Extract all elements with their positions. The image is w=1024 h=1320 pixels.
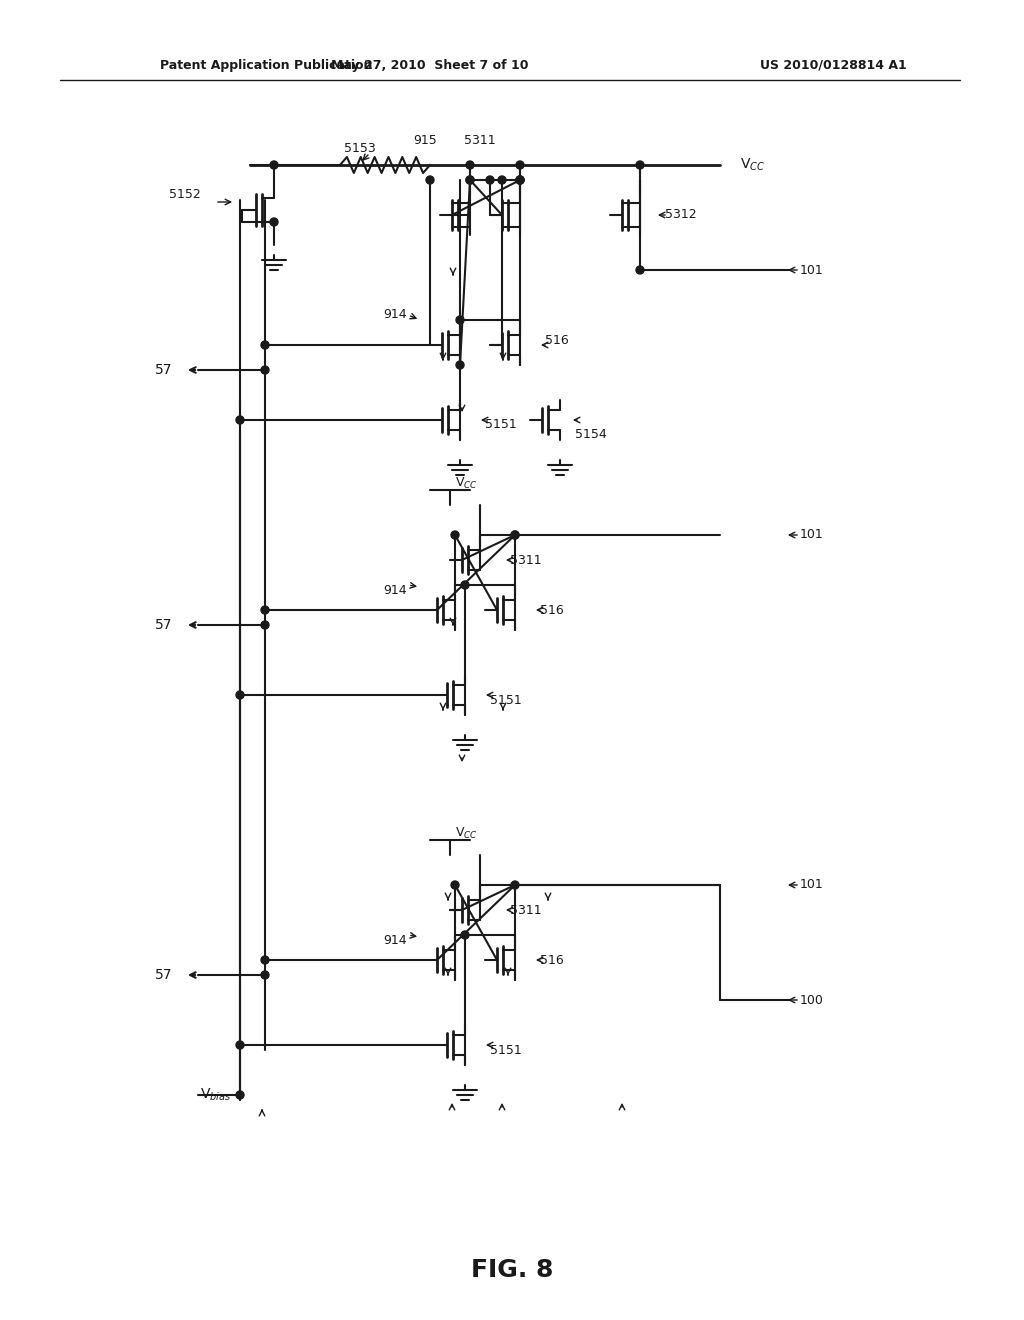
Circle shape	[516, 176, 524, 183]
Text: 914: 914	[383, 933, 407, 946]
Circle shape	[236, 1041, 244, 1049]
Circle shape	[426, 176, 434, 183]
Circle shape	[466, 176, 474, 183]
Circle shape	[516, 176, 524, 183]
Circle shape	[456, 360, 464, 370]
Text: 5311: 5311	[510, 553, 542, 566]
Text: 5311: 5311	[510, 903, 542, 916]
Circle shape	[261, 956, 269, 964]
Text: 915: 915	[413, 133, 437, 147]
Text: 57: 57	[155, 618, 172, 632]
Circle shape	[261, 341, 269, 348]
Circle shape	[511, 880, 519, 888]
Text: Patent Application Publication: Patent Application Publication	[160, 58, 373, 71]
Circle shape	[270, 218, 278, 226]
Text: 57: 57	[155, 968, 172, 982]
Circle shape	[461, 581, 469, 589]
Circle shape	[261, 366, 269, 374]
Circle shape	[511, 531, 519, 539]
Text: 5152: 5152	[169, 189, 201, 202]
Circle shape	[511, 531, 519, 539]
Text: 5151: 5151	[490, 693, 522, 706]
Text: 516: 516	[545, 334, 568, 346]
Text: 914: 914	[383, 583, 407, 597]
Circle shape	[261, 972, 269, 979]
Text: 914: 914	[383, 309, 407, 322]
Text: 5151: 5151	[485, 418, 517, 432]
Text: 101: 101	[800, 528, 823, 541]
Text: V$_{bias}$: V$_{bias}$	[200, 1086, 231, 1104]
Text: V$_{CC}$: V$_{CC}$	[455, 475, 478, 491]
Text: 100: 100	[800, 994, 824, 1006]
Text: May 27, 2010  Sheet 7 of 10: May 27, 2010 Sheet 7 of 10	[331, 58, 528, 71]
Text: 101: 101	[800, 879, 823, 891]
Circle shape	[466, 161, 474, 169]
Text: 516: 516	[540, 603, 564, 616]
Text: 5151: 5151	[490, 1044, 522, 1056]
Text: 5311: 5311	[464, 133, 496, 147]
Text: V$_{CC}$: V$_{CC}$	[740, 157, 765, 173]
Circle shape	[636, 267, 644, 275]
Circle shape	[451, 880, 459, 888]
Circle shape	[261, 606, 269, 614]
Circle shape	[456, 315, 464, 323]
Text: 5154: 5154	[575, 429, 607, 441]
Circle shape	[461, 931, 469, 939]
Circle shape	[236, 416, 244, 424]
Circle shape	[498, 176, 506, 183]
Circle shape	[486, 176, 494, 183]
Text: V$_{CC}$: V$_{CC}$	[455, 825, 478, 841]
Text: FIG. 8: FIG. 8	[471, 1258, 553, 1282]
Text: US 2010/0128814 A1: US 2010/0128814 A1	[760, 58, 906, 71]
Text: 5153: 5153	[344, 141, 376, 154]
Text: 516: 516	[540, 953, 564, 966]
Circle shape	[236, 1092, 244, 1100]
Circle shape	[466, 176, 474, 183]
Circle shape	[516, 176, 524, 183]
Text: 5312: 5312	[665, 209, 696, 222]
Circle shape	[236, 690, 244, 700]
Circle shape	[516, 161, 524, 169]
Circle shape	[636, 161, 644, 169]
Circle shape	[261, 620, 269, 630]
Circle shape	[451, 531, 459, 539]
Circle shape	[270, 161, 278, 169]
Text: 57: 57	[155, 363, 172, 378]
Text: 101: 101	[800, 264, 823, 276]
